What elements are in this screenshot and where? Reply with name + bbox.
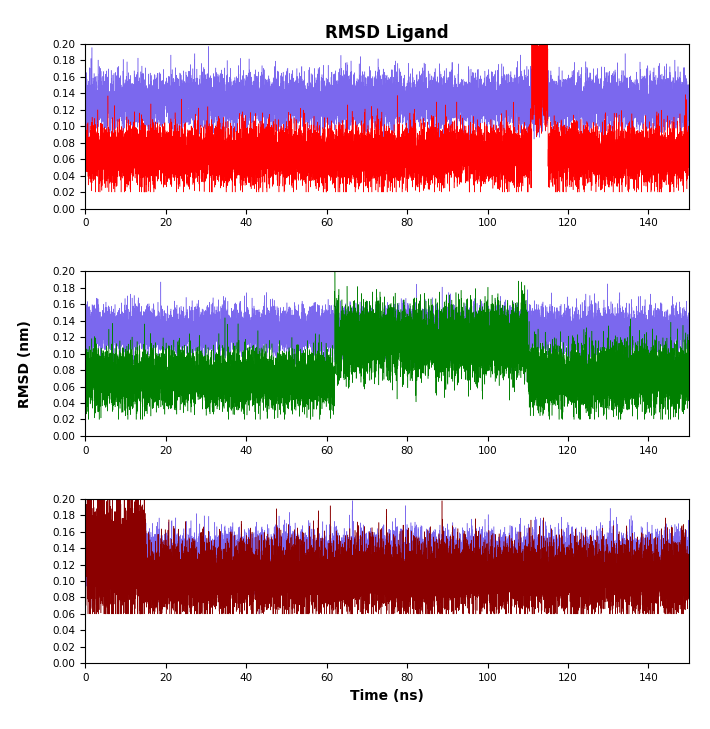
Text: RMSD (nm): RMSD (nm) (18, 321, 32, 408)
Title: RMSD Ligand: RMSD Ligand (325, 24, 449, 42)
X-axis label: Time (ns): Time (ns) (350, 689, 424, 703)
